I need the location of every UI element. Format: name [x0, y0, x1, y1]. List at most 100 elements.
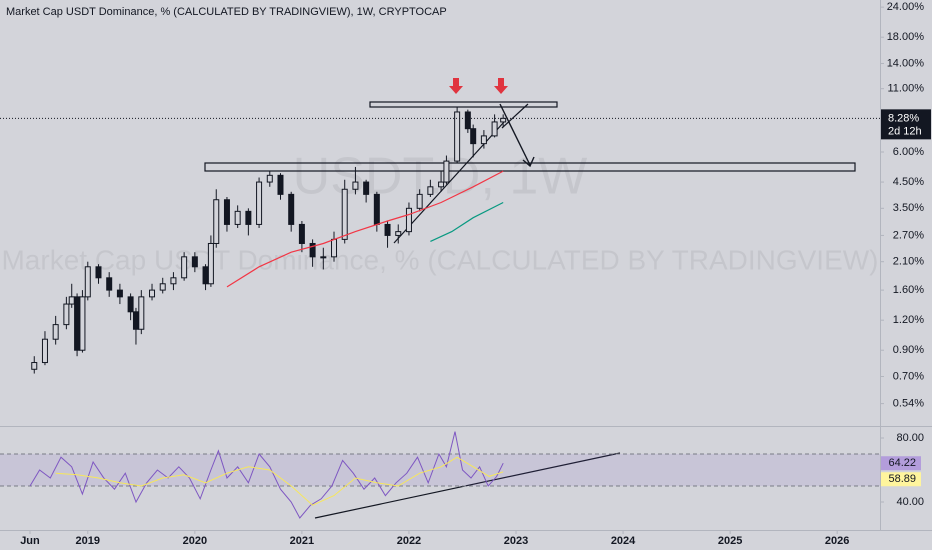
y-tick-label: 0.90% — [893, 344, 924, 356]
x-tick-label: 2023 — [504, 535, 528, 547]
candle-body — [74, 296, 81, 351]
candle-body — [491, 121, 498, 137]
y-tick-label: 1.60% — [893, 284, 924, 296]
candle-body — [288, 193, 295, 225]
candle-body — [191, 256, 198, 268]
series-line — [226, 170, 504, 288]
last-value-label: 58.89 — [888, 473, 916, 485]
candle-body — [395, 231, 402, 236]
red-arrow — [449, 78, 463, 94]
x-tick-label: 2019 — [76, 535, 100, 547]
y-tick-label: 11.00% — [888, 83, 925, 95]
last-value-label: 64.22 — [888, 457, 916, 469]
candle-body — [207, 242, 214, 285]
candle-body — [132, 311, 139, 330]
last-value-box — [881, 472, 921, 487]
chart-title: Market Cap USDT Dominance, % (CALCULATED… — [6, 6, 447, 18]
arrow-line — [501, 103, 529, 129]
candle-body — [331, 238, 338, 258]
drawings — [204, 78, 856, 519]
red-arrow — [494, 78, 508, 94]
x-tick-label: 2020 — [183, 535, 207, 547]
candle-body — [298, 223, 305, 244]
y-tick-label: 18.00% — [887, 31, 925, 43]
x-tick-label: 2021 — [290, 535, 314, 547]
candle-body — [116, 289, 123, 298]
candle-body — [138, 296, 145, 330]
x-tick-label: 2022 — [397, 535, 421, 547]
series-line — [55, 456, 504, 506]
candle-body — [384, 223, 391, 236]
candle-body — [181, 256, 188, 279]
series-line — [29, 431, 504, 519]
candle-body — [213, 199, 220, 244]
candle-body — [309, 242, 316, 258]
candle-body — [52, 324, 59, 340]
candle-body — [127, 296, 134, 313]
candle-body — [84, 266, 91, 298]
candle-body — [31, 362, 38, 370]
candle-body — [159, 283, 166, 291]
candle-body — [464, 111, 471, 130]
last-price-box — [881, 109, 931, 140]
candle-body — [373, 193, 380, 225]
candle-body — [363, 181, 370, 195]
y-tick-label: 80.00 — [896, 432, 924, 444]
series-line — [430, 201, 504, 242]
y-tick-label: 2.10% — [893, 256, 924, 268]
x-tick-label: 2024 — [611, 535, 636, 547]
last-price-label: 8.28% — [888, 112, 919, 124]
x-tick-label: 2025 — [718, 535, 742, 547]
candle-body — [170, 277, 177, 285]
candle-body — [427, 186, 434, 195]
candle-body — [149, 289, 156, 298]
candle-body — [79, 296, 86, 351]
candle-body — [352, 181, 359, 190]
y-tick-label: 6.00% — [893, 146, 924, 158]
candle-body — [256, 181, 263, 225]
y-tick-label: 0.70% — [893, 370, 924, 382]
candle-body — [41, 338, 48, 364]
rsi-trend-line — [314, 452, 621, 519]
candle-body — [405, 207, 412, 233]
y-tick-label: 1.20% — [893, 314, 924, 326]
candle-body — [341, 188, 348, 240]
rsi-band — [0, 454, 880, 486]
y-tick-label: 40.00 — [896, 496, 924, 508]
candle-body — [480, 135, 487, 145]
candle-body — [320, 256, 327, 259]
watermark-name: Market Cap USDT Dominance, % (CALCULATED… — [1, 244, 878, 275]
watermark: USDT.D, 1W Market Cap USDT Dominance, % … — [1, 148, 878, 276]
candle-body — [63, 303, 70, 326]
y-tick-label: 2.70% — [893, 229, 924, 241]
x-tick-label: 2026 — [825, 535, 849, 547]
candle-body — [454, 111, 461, 162]
resistance-box — [369, 101, 558, 108]
candle-body — [223, 199, 230, 225]
y-tick-label: 4.50% — [893, 176, 924, 188]
candle-body — [266, 174, 273, 183]
y-tick-label: 3.50% — [893, 202, 924, 214]
last-value-box — [881, 456, 921, 471]
y-tick-label: 0.54% — [893, 398, 924, 410]
candle-body — [277, 174, 284, 195]
candle-body — [245, 210, 252, 225]
candle-body — [95, 266, 102, 279]
y-tick-label: 14.00% — [887, 57, 925, 69]
candle-body — [443, 160, 450, 183]
candle-body — [68, 296, 75, 305]
candle-body — [202, 266, 209, 285]
x-tick-label: Jun — [20, 535, 40, 547]
support-box — [204, 162, 856, 172]
candle-body — [416, 193, 423, 209]
candle-body — [438, 181, 445, 188]
y-tick-label: 24.00% — [887, 1, 925, 13]
arrow-line — [499, 103, 531, 166]
arrow-head — [522, 156, 535, 168]
candle-body — [106, 277, 113, 291]
candle-body — [500, 117, 507, 123]
candle-body — [234, 210, 241, 225]
